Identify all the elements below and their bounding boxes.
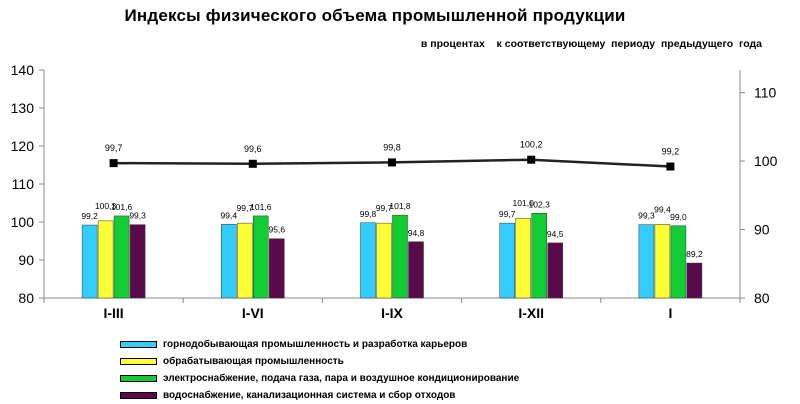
bar xyxy=(97,220,114,299)
bar xyxy=(638,224,655,299)
x-tick-label: I-IX xyxy=(381,305,403,321)
bar xyxy=(499,222,515,299)
bar xyxy=(408,241,424,299)
line-marker xyxy=(527,155,536,164)
bar xyxy=(686,262,703,299)
bar-data-label: 101,6 xyxy=(111,202,133,212)
bar xyxy=(221,224,237,299)
bar xyxy=(360,222,376,299)
bar-data-label: 99,4 xyxy=(221,210,238,220)
bar xyxy=(376,222,392,299)
bar-data-label: 99,8 xyxy=(360,209,377,219)
legend-swatch xyxy=(120,357,157,365)
bar xyxy=(654,224,671,299)
bar xyxy=(129,224,146,299)
bar-data-label: 102,3 xyxy=(529,199,551,209)
legend-swatch xyxy=(120,340,157,348)
x-tick-label: I-VI xyxy=(242,305,264,321)
bar-data-label: 99,7 xyxy=(499,209,516,219)
chart-area: 80 90 100 110 120 130 140 80 90 100 110 I-III I-VI I-… xyxy=(11,62,778,321)
bar xyxy=(237,222,253,299)
legend-label: водоснабжение, канализационная система и… xyxy=(163,389,456,401)
legend-item: электроснабжение, подача газа, пара и во… xyxy=(120,370,519,386)
bar-data-label: 99,7 xyxy=(237,203,254,213)
bar xyxy=(253,215,269,299)
legend-item: горнодобывающая промышленность и разрабо… xyxy=(120,336,519,352)
bar xyxy=(547,242,563,299)
bar-data-label: 99,7 xyxy=(376,203,393,213)
bar-data-label: 101,6 xyxy=(250,202,272,212)
y-tick-label: 130 xyxy=(11,100,35,116)
bar-data-label: 99,4 xyxy=(654,204,671,214)
y2-tick-label: 80 xyxy=(754,290,770,306)
y-tick-label: 100 xyxy=(11,214,35,230)
bar-data-label: 99,3 xyxy=(129,211,146,221)
y-tick-label: 140 xyxy=(11,62,35,78)
legend-swatch xyxy=(120,374,157,382)
y2-tick-label: 100 xyxy=(754,153,778,169)
bar-data-label: 99,0 xyxy=(670,212,687,222)
bar-data-label: 100,3 xyxy=(95,201,117,211)
bar-data-label: 94,5 xyxy=(547,229,564,239)
bar xyxy=(113,215,130,299)
chart-subtitle: в процентах к соответствующему периоду п… xyxy=(420,38,762,50)
bar xyxy=(670,225,687,299)
legend-label: горнодобывающая промышленность и разрабо… xyxy=(163,338,468,350)
bar-data-label: 89,2 xyxy=(686,249,703,259)
y-tick-label: 120 xyxy=(11,138,35,154)
line-marker xyxy=(388,158,396,167)
line-data-label: 99,7 xyxy=(105,143,123,153)
x-tick-label: I-III xyxy=(103,305,123,321)
bar xyxy=(515,217,531,299)
legend-label: обрабатывающая промышленность xyxy=(163,355,344,367)
y-tick-label: 110 xyxy=(12,176,35,192)
line-data-label: 99,6 xyxy=(244,144,262,154)
bar-data-label: 101,0 xyxy=(513,198,535,208)
chart-title: Индексы физического объема промышленной … xyxy=(124,6,626,25)
y2-tick-label: 110 xyxy=(754,85,777,101)
bar xyxy=(269,238,285,299)
legend-label: электроснабжение, подача газа, пара и во… xyxy=(163,372,520,384)
line-marker xyxy=(248,159,257,168)
line-marker xyxy=(109,159,118,168)
line-data-label: 100,2 xyxy=(520,140,543,150)
y-tick-label: 90 xyxy=(18,252,34,268)
bar xyxy=(392,214,408,299)
x-tick-label: I-XII xyxy=(518,305,544,321)
x-tick-label: I xyxy=(668,305,672,321)
line-data-label: 99,2 xyxy=(662,147,680,157)
legend: горнодобывающая промышленность и разрабо… xyxy=(120,336,519,404)
bar-data-label: 94,8 xyxy=(408,228,425,238)
line-data-label: 99,8 xyxy=(383,142,401,152)
line-marker xyxy=(666,162,675,171)
bar-data-label: 95,6 xyxy=(269,225,286,235)
legend-swatch xyxy=(120,391,157,399)
legend-item: обрабатывающая промышленность xyxy=(120,353,519,369)
legend-item: водоснабжение, канализационная система и… xyxy=(120,387,519,403)
bar-data-label: 101,8 xyxy=(389,201,411,211)
bar-data-label: 99,3 xyxy=(638,211,655,221)
y2-tick-label: 90 xyxy=(754,222,770,238)
bar xyxy=(81,224,98,299)
bar-data-label: 99,2 xyxy=(81,211,98,221)
bar xyxy=(531,213,547,299)
y-tick-label: 80 xyxy=(18,290,34,306)
